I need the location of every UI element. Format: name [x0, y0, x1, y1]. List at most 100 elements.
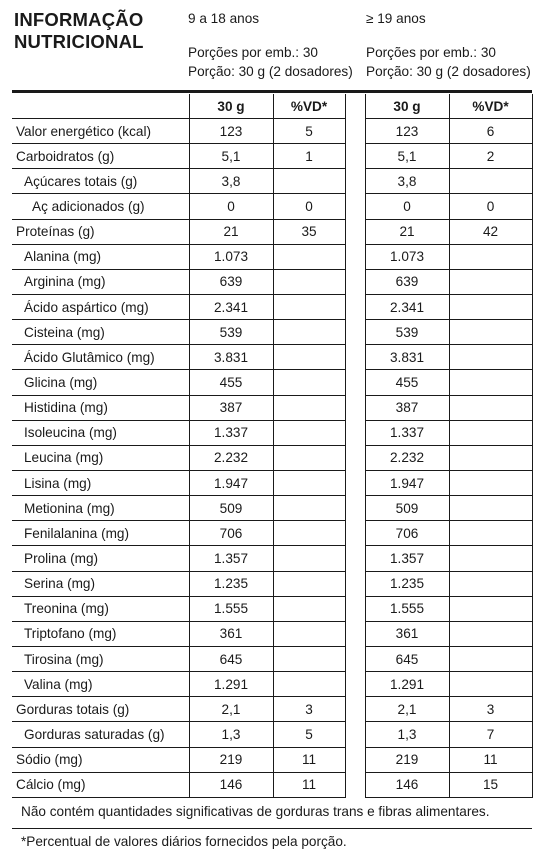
amount-group2: 645 — [364, 646, 449, 673]
column-gap — [345, 621, 365, 646]
table-row: Isoleucina (mg) 1.337 1.337 — [12, 420, 533, 446]
vd-group1 — [272, 294, 346, 321]
amount-group1: 539 — [188, 319, 273, 346]
table-row: Gorduras totais (g) 2,1 3 2,1 3 — [12, 696, 533, 723]
nutrient-label: Alanina (mg) — [12, 244, 189, 270]
nutrient-label: Açúcares totais (g) — [12, 168, 189, 195]
footnote-vd: *Percentual de valores diários fornecido… — [21, 834, 347, 849]
table-row: Arginina (mg) 639 639 — [12, 269, 533, 295]
nutrient-label: Carboidratos (g) — [12, 143, 189, 170]
amount-group2: 1.357 — [364, 545, 449, 572]
amount-group2: 387 — [364, 395, 449, 421]
amount-group2: 146 — [364, 772, 449, 798]
column-gap — [345, 320, 365, 345]
top-rule — [12, 90, 532, 93]
table-row: Alanina (mg) 1.073 1.073 — [12, 244, 533, 270]
column-header-row: 30 g %VD* 30 g %VD* — [12, 94, 533, 119]
label-title: INFORMAÇÃO NUTRICIONAL — [14, 9, 144, 53]
vd-group2 — [448, 545, 533, 572]
vd-group1 — [272, 445, 346, 471]
vd-group1 — [272, 520, 346, 547]
amount-group2: 1.555 — [364, 596, 449, 622]
column-gap — [345, 747, 365, 772]
vd-group2 — [448, 495, 533, 522]
amount-group1: 3,8 — [188, 168, 273, 195]
amount-group2: 123 — [364, 118, 449, 145]
amount-group2: 21 — [364, 219, 449, 245]
column-gap — [345, 269, 365, 294]
vd-group2 — [448, 596, 533, 622]
column-gap — [345, 596, 365, 621]
table-row: Cisteina (mg) 539 539 — [12, 319, 533, 346]
nutrient-label: Sódio (mg) — [12, 747, 189, 773]
vd-group2: 15 — [448, 772, 533, 798]
nutrient-label: Ácido aspártico (mg) — [12, 294, 189, 321]
amount-group2: 639 — [364, 269, 449, 295]
nutrient-label: Fenilalanina (mg) — [12, 520, 189, 547]
amount-group1: 2.232 — [188, 445, 273, 471]
vd-group1 — [272, 596, 346, 622]
amount-group2: 2.341 — [364, 294, 449, 321]
vd-group1 — [272, 545, 346, 572]
group2-portion: Porção: 30 g (2 dosadores) — [366, 64, 531, 79]
nutrient-label: Cálcio (mg) — [12, 772, 189, 798]
amount-group1: 1.337 — [188, 420, 273, 446]
column-gap — [345, 496, 365, 521]
vd-group2: 42 — [448, 219, 533, 245]
vd-group1 — [272, 269, 346, 295]
vd-group2 — [448, 369, 533, 396]
nutrient-label: Glicina (mg) — [12, 369, 189, 396]
nutrient-label: Isoleucina (mg) — [12, 420, 189, 446]
vd-group2 — [448, 646, 533, 673]
nutrient-label: Ácido Glutâmico (mg) — [12, 344, 189, 371]
amount-group1: 639 — [188, 269, 273, 295]
nutrient-label: Aç adicionados (g) — [12, 193, 189, 220]
title-line-2: NUTRICIONAL — [14, 31, 144, 52]
vd-group2: 7 — [448, 721, 533, 748]
vd-group2: 6 — [448, 118, 533, 145]
nutrient-label: Proteínas (g) — [12, 219, 189, 245]
amount-group2: 5,1 — [364, 143, 449, 170]
group1-portion: Porção: 30 g (2 dosadores) — [188, 64, 353, 79]
amount-group1: 0 — [188, 193, 273, 220]
vd-group2 — [448, 445, 533, 471]
vd-group2 — [448, 168, 533, 195]
nutrition-table: 30 g %VD* 30 g %VD* Valor energético (kc… — [12, 94, 533, 798]
amount-group2: 1.337 — [364, 420, 449, 446]
amount-group1: 361 — [188, 621, 273, 647]
column-gap — [345, 546, 365, 571]
amount-group2: 539 — [364, 319, 449, 346]
vd-group1: 11 — [272, 772, 346, 798]
amount-group1: 5,1 — [188, 143, 273, 170]
header-amount-2: 30 g — [364, 94, 449, 119]
nutrient-label: Tirosina (mg) — [12, 646, 189, 673]
column-gap — [345, 672, 365, 697]
table-row: Ácido aspártico (mg) 2.341 2.341 — [12, 294, 533, 321]
vd-group1: 5 — [272, 118, 346, 145]
vd-group2: 3 — [448, 696, 533, 723]
vd-group1 — [272, 495, 346, 522]
table-row: Leucina (mg) 2.232 2.232 — [12, 445, 533, 471]
vd-group1 — [272, 420, 346, 446]
header-vd-1: %VD* — [272, 94, 346, 119]
column-gap — [345, 194, 365, 219]
table-row: Treonina (mg) 1.555 1.555 — [12, 596, 533, 622]
column-gap — [345, 772, 365, 797]
column-gap — [345, 219, 365, 244]
nutrient-label: Metionina (mg) — [12, 495, 189, 522]
table-row: Glicina (mg) 455 455 — [12, 369, 533, 396]
table-row: Histidina (mg) 387 387 — [12, 395, 533, 421]
vd-group1 — [272, 671, 346, 698]
vd-group2 — [448, 671, 533, 698]
amount-group1: 1.291 — [188, 671, 273, 698]
vd-group1: 35 — [272, 219, 346, 245]
nutrient-label: Prolina (mg) — [12, 545, 189, 572]
header-vd-2: %VD* — [448, 94, 533, 119]
nutrient-label: Serina (mg) — [12, 571, 189, 597]
vd-group1: 1 — [272, 143, 346, 170]
nutrient-label: Arginina (mg) — [12, 269, 189, 295]
group1-portions: Porções por emb.: 30 — [188, 45, 318, 60]
amount-group2: 509 — [364, 495, 449, 522]
amount-group1: 645 — [188, 646, 273, 673]
vd-group1 — [272, 395, 346, 421]
